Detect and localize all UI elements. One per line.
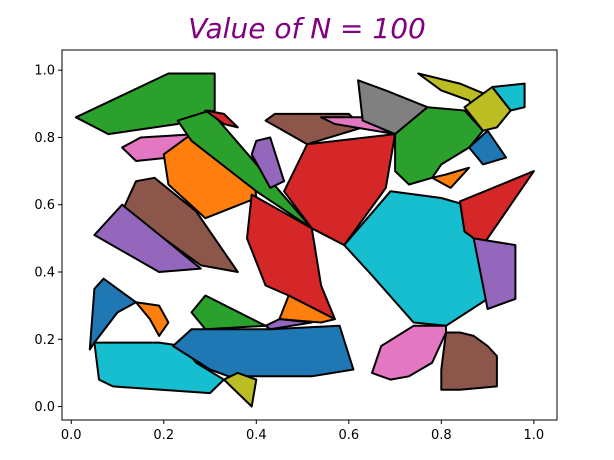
- x-tick-label: 0.6: [338, 428, 359, 443]
- polygon-17: [458, 170, 535, 247]
- y-axis: 0.0 0.2 0.4 0.6 0.8 1.0: [34, 64, 62, 415]
- x-tick-label: 1.0: [524, 428, 545, 443]
- polygon-29: [222, 371, 258, 408]
- polygon-5: [250, 136, 286, 189]
- x-tick-label: 0.0: [61, 428, 82, 443]
- polygon-25: [88, 277, 137, 351]
- polygon-30: [371, 324, 447, 381]
- polygon-23: [190, 294, 267, 331]
- x-axis: 0.0 0.2 0.4 0.6 0.8 1.0: [61, 420, 544, 443]
- polygon-22: [278, 294, 336, 324]
- polygon-31: [440, 331, 498, 391]
- polygon-4: [204, 109, 239, 129]
- polygon-13: [468, 129, 508, 166]
- polygon-9: [394, 106, 484, 186]
- polygon-18: [472, 237, 517, 310]
- polygon-11: [463, 86, 512, 132]
- y-tick-label: 0.6: [34, 198, 55, 213]
- axes-frame: [61, 49, 558, 421]
- y-tick-label: 0.8: [34, 131, 55, 146]
- polygon-12: [491, 82, 526, 112]
- polygon-20: [93, 203, 202, 273]
- y-tick-label: 0.4: [34, 266, 55, 281]
- polygon-28: [172, 324, 355, 378]
- polygon-14: [431, 166, 471, 189]
- polygon-3: [176, 109, 313, 230]
- y-tick-label: 0.2: [34, 333, 55, 348]
- polygon-26: [135, 301, 170, 337]
- polygon-16: [343, 190, 489, 327]
- x-tick-label: 0.2: [153, 428, 174, 443]
- polygon-27: [93, 341, 225, 395]
- polygon-24: [264, 318, 313, 331]
- chart-title: Value of N = 100: [188, 12, 426, 45]
- y-tick-label: 0.0: [34, 400, 55, 415]
- x-tick-label: 0.4: [246, 428, 267, 443]
- y-tick-label: 1.0: [34, 64, 55, 79]
- polygon-layer: [74, 72, 535, 408]
- x-tick-label: 0.8: [431, 428, 452, 443]
